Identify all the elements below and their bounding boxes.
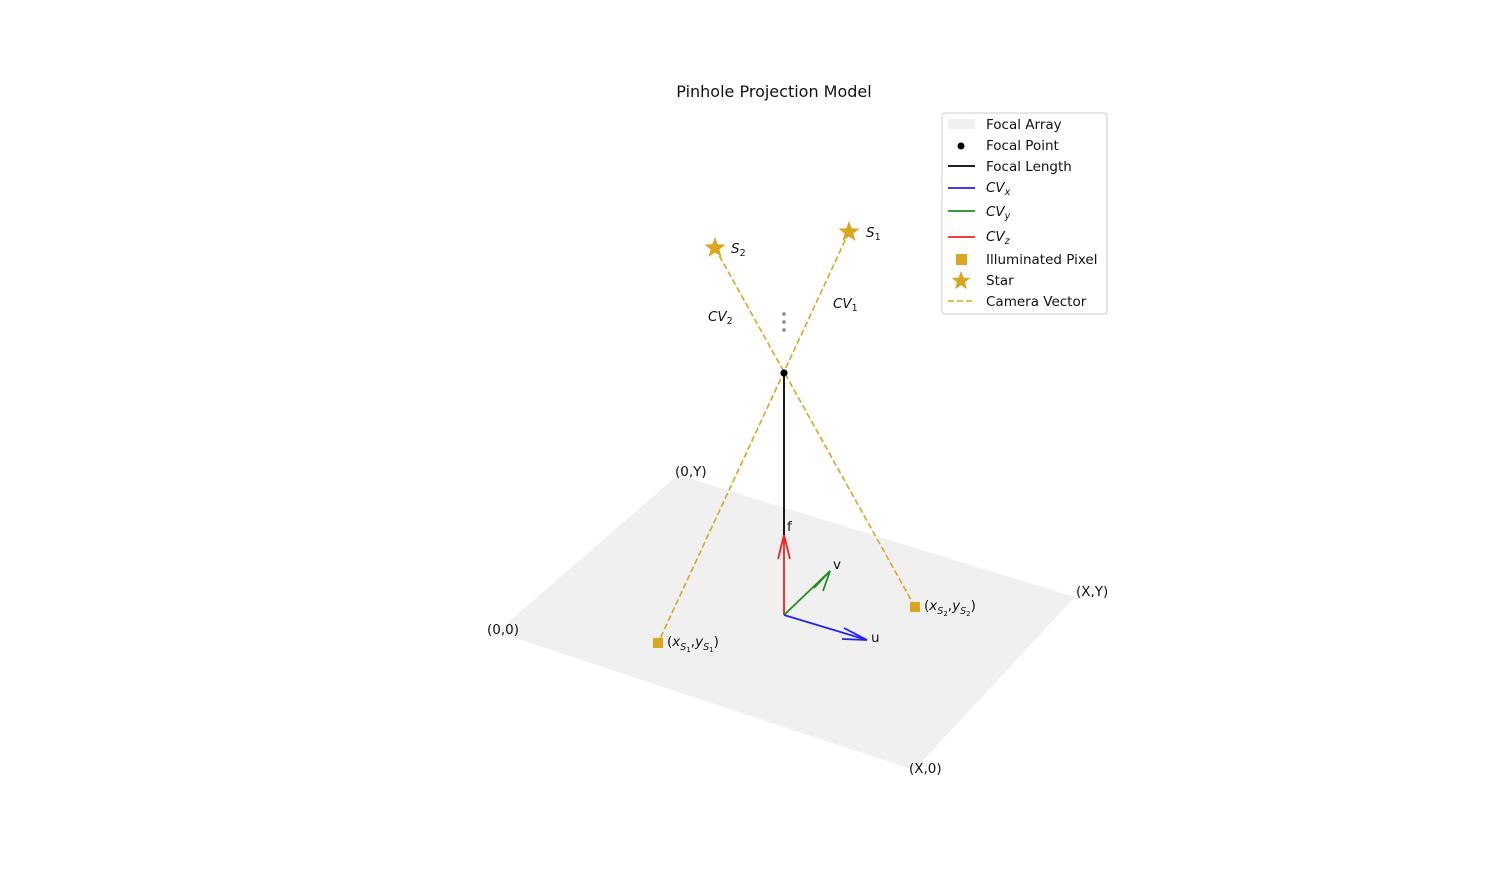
legend-label-cv-z: CVz [986,229,1011,247]
legend-label-focal-point: Focal Point [986,138,1059,154]
legend-swatch-star [951,271,971,290]
star-label-1: S1 [866,225,881,243]
corner-label-origin: (0,0) [487,622,519,638]
focal-point [780,369,788,377]
camera-vector-line-1 [657,231,850,644]
legend-label-camera-vector: Camera Vector [986,294,1087,310]
camera-vector-label-2: CV2 [708,309,733,327]
legend-label-star: Star [986,273,1014,289]
cv-y-arrow [783,570,831,616]
camera-vector-line-2 [714,247,916,608]
focal-array-plane [497,475,1075,770]
cv-x-arrow [783,614,868,641]
legend-swatch-focal-array [948,119,975,129]
camera-vector-label-1: CV1 [833,296,858,314]
illuminated-pixel-2 [910,602,920,612]
ellipsis-dots [782,312,786,332]
legend-label-cv-y: CVy [986,204,1011,222]
corner-label-top-right: (X,Y) [1076,584,1108,600]
legend: Focal Array Focal Point Focal Length CVx… [941,112,1108,315]
illuminated-pixel-1 [653,638,663,648]
axis-label-f: f [787,519,793,535]
legend-label-focal-array: Focal Array [986,117,1062,133]
axis-label-u: u [871,630,880,646]
legend-frame [941,112,1108,315]
diagram-title: Pinhole Projection Model [676,82,871,101]
star-1 [838,221,860,241]
cv-z-arrow [777,534,791,615]
legend-label-focal-length: Focal Length [986,159,1072,175]
star-label-2: S2 [731,241,746,259]
legend-swatch-focal-point [957,142,965,150]
star-2 [704,237,726,257]
axis-label-v: v [833,557,841,573]
legend-label-cv-x: CVx [986,180,1011,198]
legend-label-illuminated-pixel: Illuminated Pixel [986,252,1097,268]
corner-label-bottom-right: (X,0) [909,761,942,777]
legend-swatch-illuminated-pixel [956,254,967,265]
corner-label-top-left: (0,Y) [675,464,707,480]
